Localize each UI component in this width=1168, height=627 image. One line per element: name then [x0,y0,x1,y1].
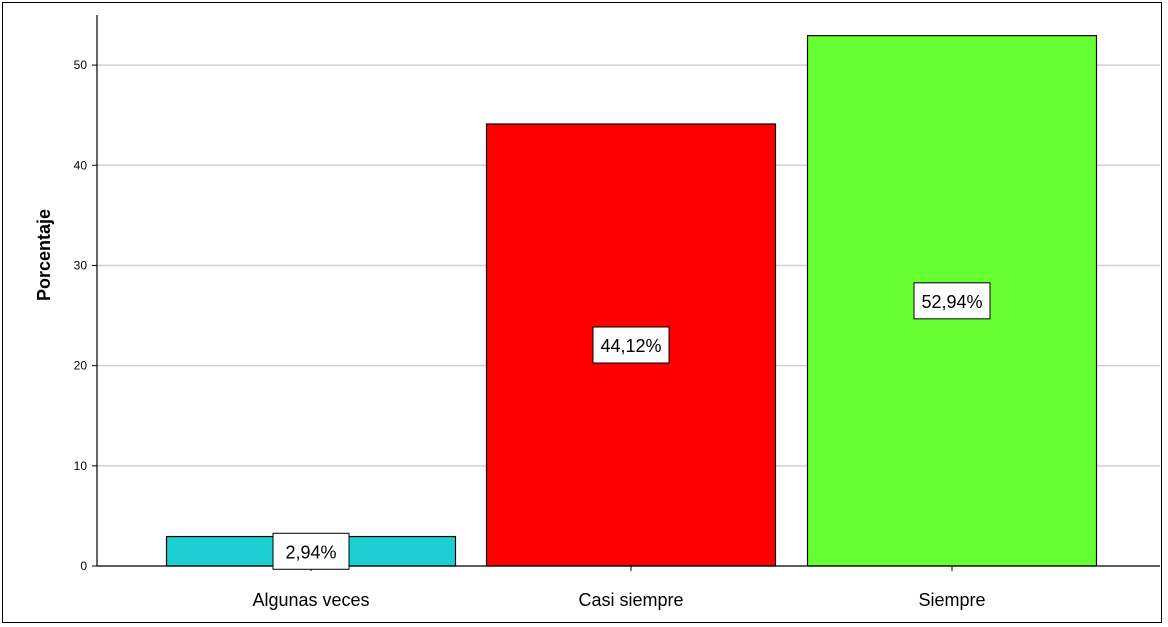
data-label-text: 44,12% [600,336,661,356]
data-label-box [913,282,991,320]
y-tick-label: 10 [74,459,88,473]
data-label-text: 52,94% [921,292,982,312]
y-tick-label: 50 [74,58,88,72]
data-label-box [592,326,670,364]
y-tick-label: 0 [80,559,87,573]
x-tick-labels: Algunas veces Casi siempre Siempre [252,566,986,610]
data-labels: 2,94% 44,12% 52,94% [272,282,991,570]
data-label: 52,94% [913,282,991,320]
y-tick-label: 40 [74,158,88,172]
x-tick-label: Casi siempre [578,590,683,610]
data-label: 2,94% [272,532,350,570]
x-tick-label: Siempre [918,590,985,610]
y-tick-labels: 0 10 20 30 40 50 [74,58,97,573]
data-label-text: 2,94% [285,542,336,562]
x-tick-label: Algunas veces [252,590,369,610]
y-tick-label: 20 [74,359,88,373]
data-label-box [272,532,350,570]
data-label: 44,12% [592,326,670,364]
y-axis-title: Porcentaje [34,209,54,301]
y-tick-label: 30 [74,258,88,272]
